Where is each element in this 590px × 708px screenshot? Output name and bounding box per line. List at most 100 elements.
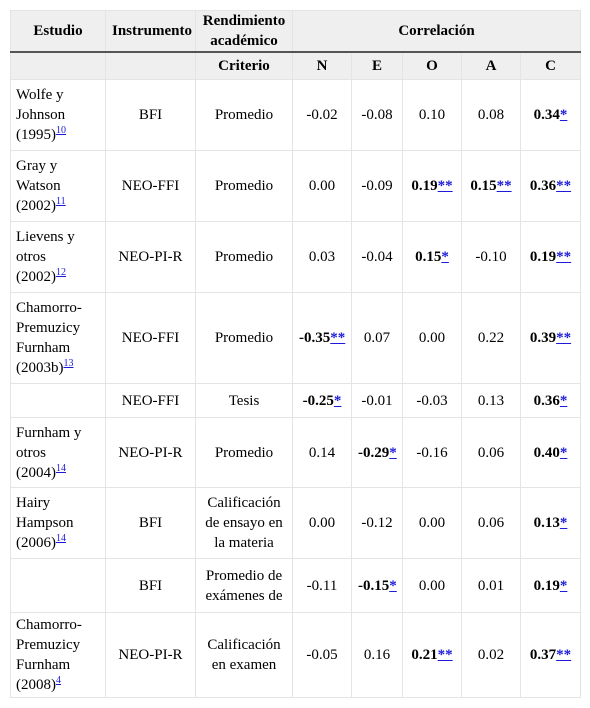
correlation-value: -0.12 xyxy=(351,487,403,559)
significance-link[interactable]: * xyxy=(559,577,568,594)
study-name: Chamorro-Premuzicy Furnham (2008) xyxy=(16,617,82,693)
significance-link[interactable]: ** xyxy=(556,330,572,346)
significance-link[interactable]: ** xyxy=(496,178,512,194)
value-number: 0.10 xyxy=(418,107,446,123)
study-cell: Chamorro-Premuzicy Furnham (2008)4 xyxy=(10,612,106,698)
correlation-value: -0.03 xyxy=(402,383,462,418)
reference-link[interactable]: 13 xyxy=(63,358,74,369)
instrument-cell: BFI xyxy=(105,79,196,151)
correlation-value: 0.10 xyxy=(402,79,462,151)
header-correlacion: Correlación xyxy=(292,10,581,53)
value-number: 0.01 xyxy=(477,577,505,594)
value-number: 0.36 xyxy=(529,178,557,194)
significance-link[interactable]: ** xyxy=(330,330,346,346)
significance-link[interactable]: * xyxy=(441,249,449,265)
value-number: -0.15 xyxy=(358,577,390,594)
correlation-value: 0.15** xyxy=(461,150,521,222)
correlation-value: -0.04 xyxy=(351,221,403,293)
study-name: Chamorro-Premuzicy Furnham (2003b) xyxy=(16,300,82,376)
criterion-cell: Promedio xyxy=(195,417,293,488)
correlation-value: 0.13 xyxy=(461,383,521,418)
value-number: 0.34 xyxy=(533,107,560,123)
significance-link[interactable]: * xyxy=(389,444,397,461)
value-number: 0.19 xyxy=(411,178,438,194)
study-cell: Gray y Watson (2002)11 xyxy=(10,150,106,222)
value-number: 0.19 xyxy=(529,249,557,265)
header-empty-1 xyxy=(10,51,106,80)
reference-link[interactable]: 10 xyxy=(56,125,66,136)
reference-link[interactable]: 4 xyxy=(56,675,61,686)
value-number: -0.08 xyxy=(361,107,393,123)
significance-link[interactable]: * xyxy=(559,392,568,409)
reference-link[interactable]: 14 xyxy=(56,462,66,474)
significance-link[interactable]: * xyxy=(559,107,568,123)
significance-link[interactable]: ** xyxy=(437,647,453,663)
study-cell: Wolfe y Johnson (1995)10 xyxy=(10,79,106,151)
correlation-value: -0.25* xyxy=(292,383,352,418)
value-number: -0.03 xyxy=(416,392,448,409)
correlation-value: 0.36** xyxy=(520,150,581,222)
value-number: 0.06 xyxy=(477,444,505,461)
correlation-value: 0.07 xyxy=(351,292,403,384)
value-number: 0.00 xyxy=(418,330,446,346)
correlation-value: -0.29* xyxy=(351,417,403,488)
correlation-value: 0.01 xyxy=(461,558,521,613)
header-col-n: N xyxy=(292,51,352,80)
significance-link[interactable]: * xyxy=(559,444,568,461)
correlation-value: -0.05 xyxy=(292,612,352,698)
correlation-value: -0.01 xyxy=(351,383,403,418)
correlation-value: -0.15* xyxy=(351,558,403,613)
value-number: 0.37 xyxy=(529,647,557,663)
significance-link[interactable]: * xyxy=(389,577,397,594)
criterion-cell: Calificación de ensayo en la materia xyxy=(195,487,293,559)
value-number: -0.04 xyxy=(361,249,393,265)
significance-link[interactable]: * xyxy=(559,515,568,531)
value-number: -0.10 xyxy=(475,249,507,265)
significance-link[interactable]: ** xyxy=(556,647,572,663)
study-cell: Furnham y otros (2004)14 xyxy=(10,417,106,488)
correlation-value: 0.06 xyxy=(461,417,521,488)
table-body: Wolfe y Johnson (1995)10 BFI Promedio -0.02… xyxy=(10,79,581,698)
reference-link[interactable]: 12 xyxy=(56,267,66,278)
correlation-value: 0.08 xyxy=(461,79,521,151)
value-number: -0.35 xyxy=(299,330,331,346)
correlation-value: 0.00 xyxy=(402,558,462,613)
value-number: 0.00 xyxy=(308,515,336,531)
study-name: Wolfe y Johnson (1995) xyxy=(16,87,66,143)
study-name: Furnham y otros (2004) xyxy=(16,424,82,481)
correlation-value: 0.15* xyxy=(402,221,462,293)
value-number: 0.00 xyxy=(418,515,446,531)
value-number: 0.36 xyxy=(533,392,560,409)
table-row: Wolfe y Johnson (1995)10 BFI Promedio -0.02… xyxy=(10,79,581,151)
header-col-o: O xyxy=(402,51,462,80)
header-estudio: Estudio xyxy=(10,10,106,53)
correlation-value: 0.00 xyxy=(402,292,462,384)
instrument-cell: NEO-PI-R xyxy=(105,612,196,698)
value-number: 0.19 xyxy=(533,577,560,594)
value-number: 0.08 xyxy=(477,107,505,123)
correlation-value: 0.03 xyxy=(292,221,352,293)
criterion-cell: Tesis xyxy=(195,383,293,418)
study-name: Hairy Hampson (2006) xyxy=(16,495,74,551)
criterion-cell: Promedio de exámenes de xyxy=(195,558,293,613)
value-number: 0.15 xyxy=(415,249,442,265)
correlation-value: 0.02 xyxy=(461,612,521,698)
value-number: 0.22 xyxy=(477,330,505,346)
correlation-value: 0.13* xyxy=(520,487,581,559)
significance-link[interactable]: ** xyxy=(556,249,572,265)
correlation-value: 0.39** xyxy=(520,292,581,384)
value-number: 0.13 xyxy=(477,392,505,409)
value-number: -0.29 xyxy=(358,444,390,461)
significance-link[interactable]: * xyxy=(333,392,342,409)
significance-link[interactable]: ** xyxy=(437,178,453,194)
correlation-value: 0.19** xyxy=(402,150,462,222)
reference-link[interactable]: 11 xyxy=(56,196,66,207)
header-empty-2 xyxy=(105,51,196,80)
value-number: 0.13 xyxy=(533,515,560,531)
reference-link[interactable]: 14 xyxy=(56,533,66,544)
instrument-cell: BFI xyxy=(105,558,196,613)
instrument-cell: NEO-FFI xyxy=(105,150,196,222)
study-cell xyxy=(10,558,106,613)
significance-link[interactable]: ** xyxy=(556,178,572,194)
value-number: 0.14 xyxy=(308,444,336,461)
